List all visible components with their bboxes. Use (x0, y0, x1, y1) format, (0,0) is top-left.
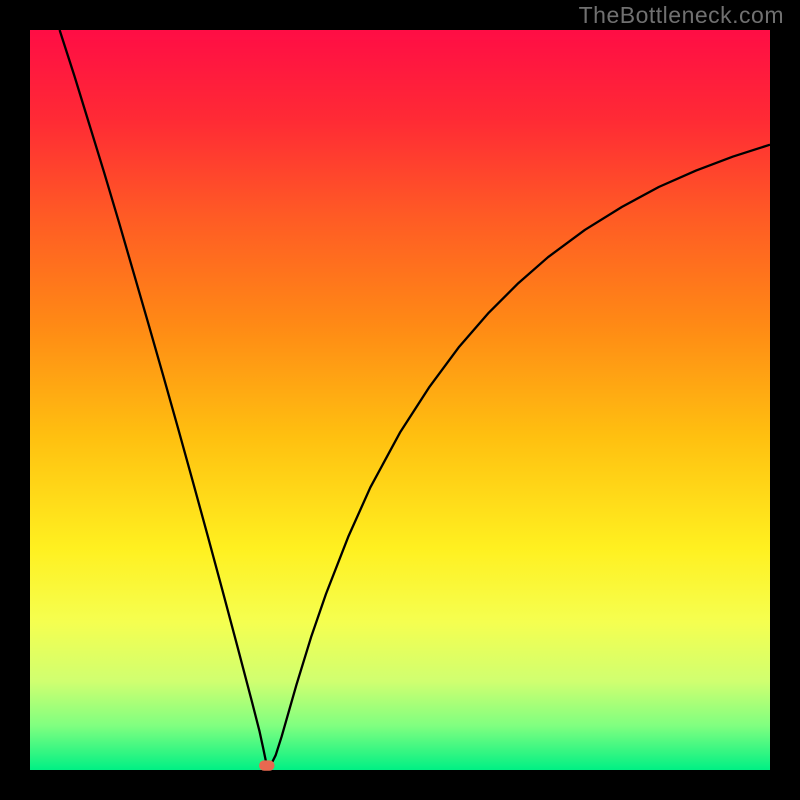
chart-container: TheBottleneck.com (0, 0, 800, 800)
plot-background (30, 30, 770, 770)
bottleneck-chart (0, 0, 800, 800)
watermark-text: TheBottleneck.com (579, 2, 784, 29)
min-marker (259, 760, 275, 770)
